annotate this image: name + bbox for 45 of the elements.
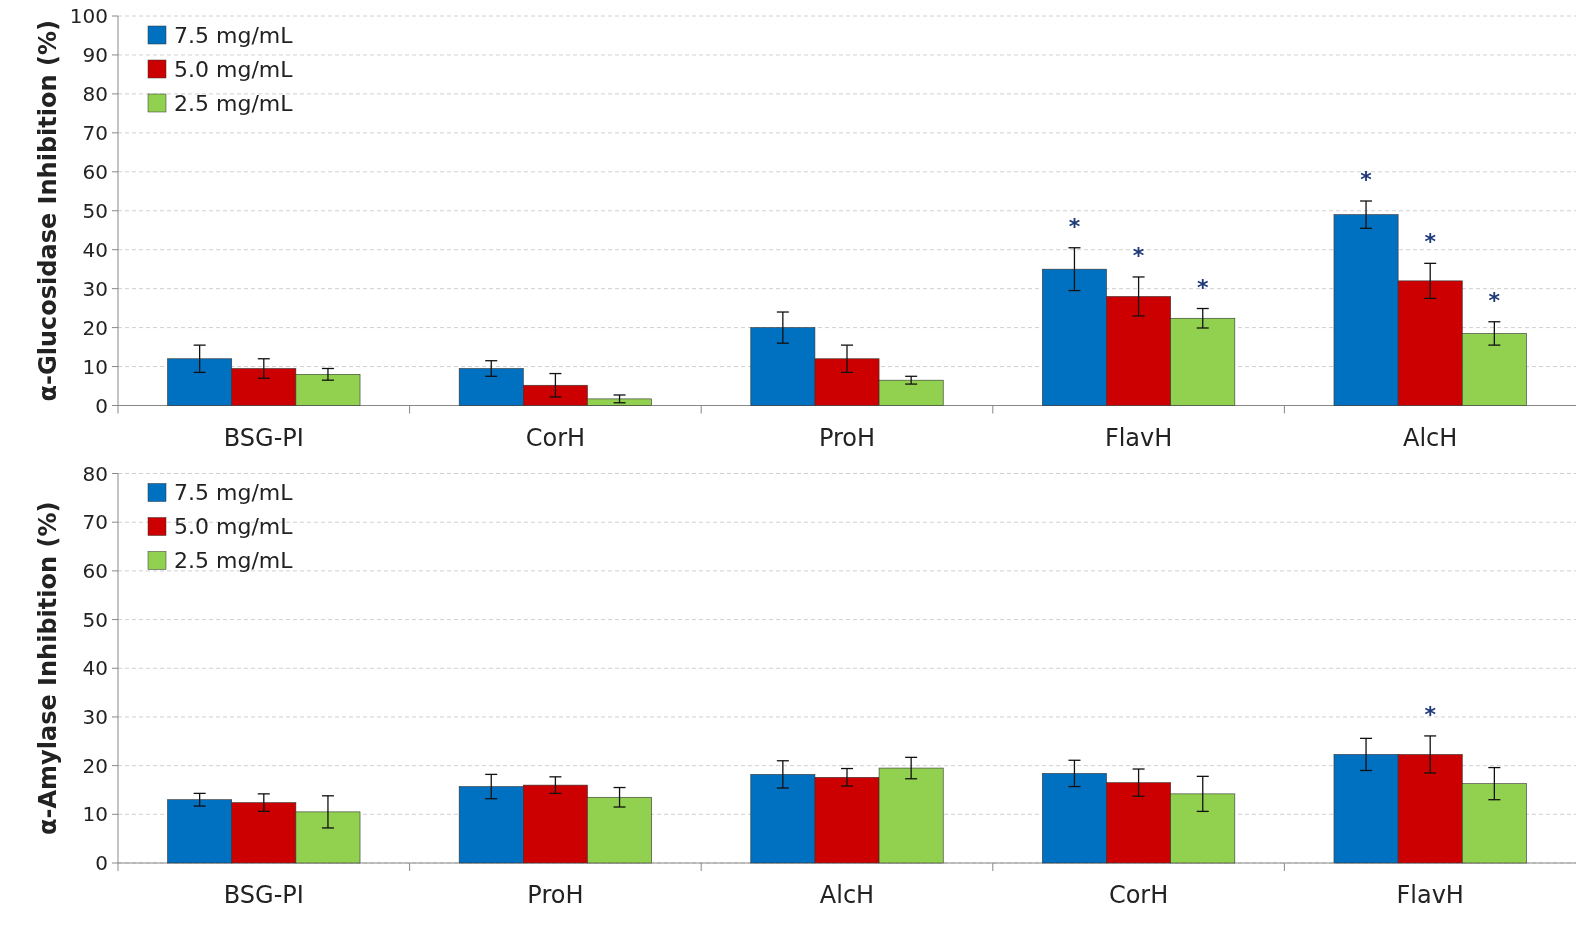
y-tick-label: 30 bbox=[82, 704, 108, 729]
y-tick-label: 50 bbox=[82, 198, 108, 223]
x-tick-label: FlavH bbox=[1104, 423, 1173, 452]
legend-label: 5.0 mg/mL bbox=[174, 514, 294, 539]
y-tick-label: 80 bbox=[82, 81, 108, 106]
data-label: * bbox=[1132, 242, 1145, 268]
y-tick-label: 10 bbox=[82, 354, 108, 379]
y-tick-label: 20 bbox=[82, 315, 108, 340]
y-axis-title: α-Glucosidase Inhibition (%) bbox=[34, 20, 62, 402]
y-tick-label: 80 bbox=[82, 461, 108, 486]
data-label: * bbox=[1360, 167, 1373, 193]
y-tick-label: 10 bbox=[82, 802, 108, 827]
x-tick-label: CorH bbox=[1108, 881, 1169, 909]
y-tick-label: 30 bbox=[82, 276, 108, 301]
x-tick-label: ProH bbox=[527, 881, 584, 909]
data-label: * bbox=[1424, 701, 1437, 727]
data-label: * bbox=[1196, 274, 1209, 300]
y-tick-label: 40 bbox=[82, 237, 108, 262]
y-tick-label: 20 bbox=[82, 753, 108, 778]
y-tick-label: 90 bbox=[82, 42, 108, 67]
legend-label: 7.5 mg/mL bbox=[174, 22, 294, 48]
y-tick-label: 0 bbox=[95, 393, 108, 418]
x-tick-label: AlcH bbox=[1403, 423, 1458, 452]
y-tick-label: 60 bbox=[82, 159, 108, 184]
y-tick-label: 50 bbox=[82, 607, 108, 632]
legend-label: 2.5 mg/mL bbox=[174, 548, 294, 573]
data-label: * bbox=[1068, 213, 1081, 239]
x-tick-label: CorH bbox=[525, 423, 586, 452]
x-tick-label: AlcH bbox=[819, 881, 875, 909]
y-tick-label: 100 bbox=[69, 4, 108, 28]
x-tick-label: BSG-PI bbox=[223, 881, 304, 909]
y-tick-label: 70 bbox=[82, 120, 108, 145]
data-label: * bbox=[1488, 287, 1501, 313]
legend-label: 5.0 mg/mL bbox=[174, 56, 294, 82]
y-tick-label: 40 bbox=[82, 656, 108, 681]
y-tick-label: 70 bbox=[82, 510, 108, 535]
x-tick-label: ProH bbox=[818, 423, 876, 452]
y-tick-label: 60 bbox=[82, 558, 108, 583]
x-tick-label: FlavH bbox=[1396, 881, 1464, 909]
data-label: * bbox=[1424, 229, 1437, 255]
y-tick-label: 0 bbox=[95, 851, 108, 875]
legend-label: 7.5 mg/mL bbox=[174, 480, 294, 505]
legend-label: 2.5 mg/mL bbox=[174, 90, 294, 116]
x-tick-label: BSG-PI bbox=[223, 423, 304, 452]
y-axis-title: α-Amylase Inhibition (%) bbox=[34, 501, 62, 835]
